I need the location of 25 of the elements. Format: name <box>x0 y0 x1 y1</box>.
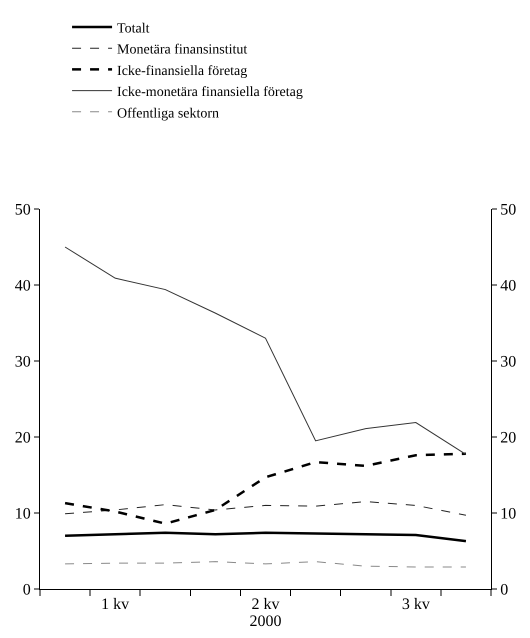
y-tick-label: 50 <box>14 202 31 219</box>
y2-tick-label: 40 <box>500 278 516 295</box>
legend-label: Offentliga sektorn <box>117 106 220 122</box>
legend-label: Icke-finansiella företag <box>117 64 248 79</box>
x-tick-label: 2 kv <box>252 596 280 614</box>
y-tick-label: 40 <box>14 278 31 295</box>
y2-tick-label: 50 <box>500 202 516 219</box>
line-series <box>64 532 468 542</box>
line-series <box>64 246 466 455</box>
legend-label: Monetära finansinstitut <box>117 42 248 58</box>
y2-tick-label: 0 <box>500 582 508 599</box>
line-series <box>64 501 466 516</box>
y-tick-label: 0 <box>22 582 31 599</box>
x-axis-title: 2000 <box>250 613 282 630</box>
legend-label: Icke-monetära finansiella företag <box>117 85 303 100</box>
y2-tick-label: 20 <box>500 430 516 447</box>
y-tick-label: 10 <box>14 506 31 523</box>
y-tick-label: 20 <box>14 430 31 447</box>
x-tick-label: 1 kv <box>101 596 130 614</box>
y-tick-label: 30 <box>14 354 31 371</box>
y2-tick-label: 10 <box>500 506 516 523</box>
x-tick-label: 3 kv <box>402 596 430 614</box>
legend-label: Totalt <box>117 21 150 36</box>
y2-tick-label: 30 <box>500 354 516 371</box>
line-series <box>64 452 468 525</box>
